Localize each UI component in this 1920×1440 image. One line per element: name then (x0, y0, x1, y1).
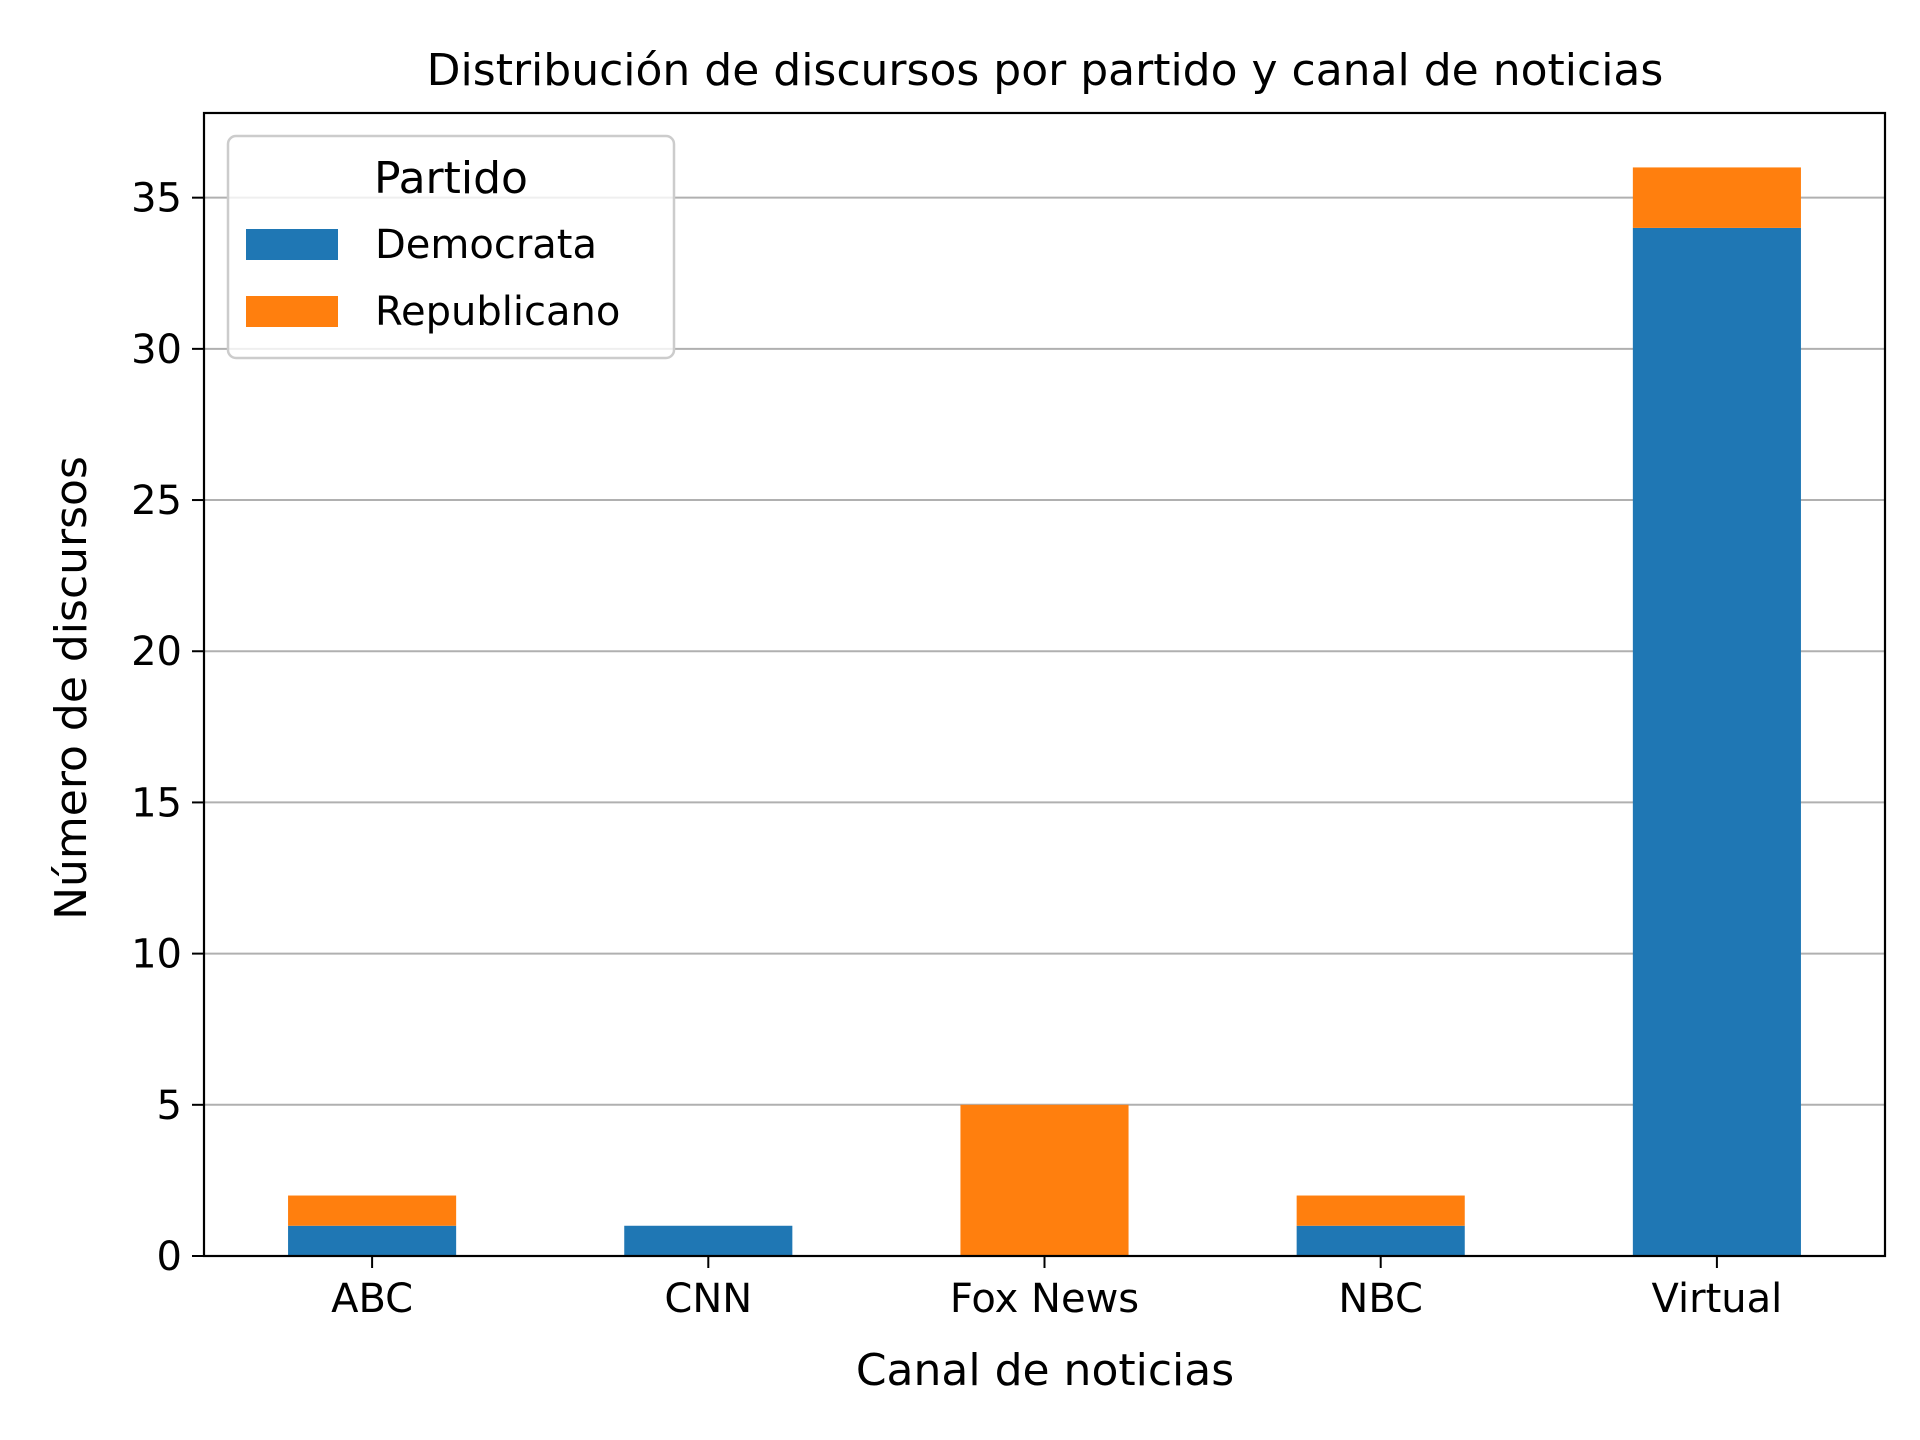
y-tick-label: 30 (131, 327, 182, 373)
legend: Partido Democrata Republicano (226, 134, 676, 360)
bar-democrata-virtual (1632, 227, 1801, 1256)
bars (288, 167, 1801, 1256)
y-tick-label: 15 (131, 780, 182, 826)
x-axis-label: Canal de noticias (856, 1345, 1234, 1396)
legend-label-republicano: Republicano (375, 289, 620, 335)
bar-democrata-nbc (1296, 1225, 1465, 1256)
x-tick-label: ABC (331, 1276, 413, 1322)
bar-democrata-cnn (624, 1225, 793, 1256)
axes: 0 5 10 15 20 25 30 35 ABC CNN Fox News NBC Virtual (131, 111, 1887, 1322)
chart-title: Distribución de discursos por partido y … (427, 45, 1664, 96)
legend-box (226, 134, 676, 360)
x-tick-label: CNN (664, 1276, 752, 1322)
y-tick-label: 0 (157, 1234, 182, 1280)
x-tick-label: NBC (1338, 1276, 1423, 1322)
x-tick-label: Virtual (1652, 1276, 1783, 1322)
y-tick-label: 25 (131, 478, 182, 524)
bar-republicano-abc (288, 1195, 457, 1226)
legend-title: Partido (374, 153, 528, 204)
legend-label-democrata: Democrata (375, 222, 597, 268)
y-tick-label: 35 (131, 176, 182, 222)
bar-republicano-nbc (1296, 1195, 1465, 1226)
bar-republicano-fox-news (960, 1104, 1129, 1256)
x-tick-label: Fox News (950, 1276, 1139, 1322)
y-axis-label: Número de discursos (46, 456, 97, 920)
legend-swatch-republicano (246, 296, 338, 327)
y-tick-label: 10 (131, 932, 182, 978)
y-tick-label: 20 (131, 629, 182, 675)
legend-swatch-democrata (246, 229, 338, 260)
bar-republicano-virtual (1632, 167, 1801, 228)
bar-democrata-abc (288, 1225, 457, 1256)
y-tick-label: 5 (157, 1083, 182, 1129)
